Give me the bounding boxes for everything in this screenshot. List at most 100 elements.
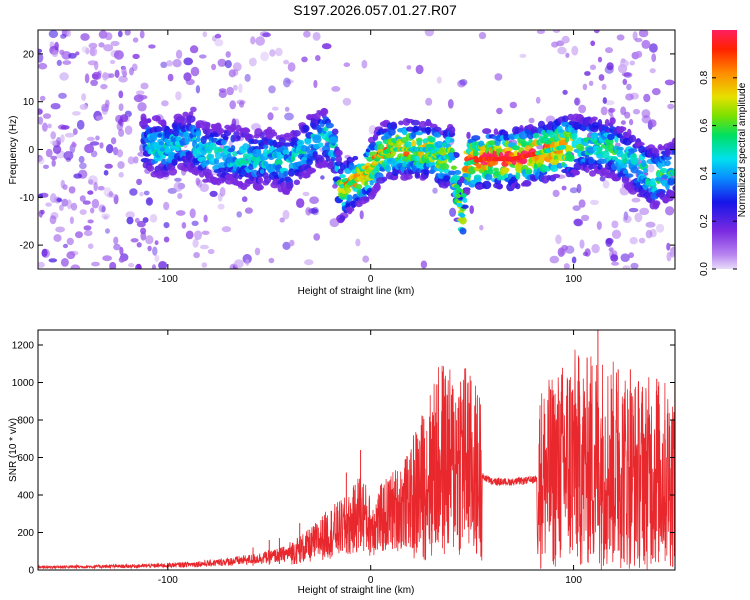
heatmap-cell xyxy=(520,158,526,164)
heatmap-cell xyxy=(665,206,675,216)
heatmap-cell xyxy=(126,216,134,225)
heatmap-cell xyxy=(643,93,651,103)
heatmap-cell xyxy=(301,56,308,63)
heatmap-cell xyxy=(170,145,176,150)
heatmap-cell xyxy=(147,165,155,172)
heatmap-cell xyxy=(623,211,629,221)
heatmap-cell xyxy=(175,91,182,101)
heatmap-cell xyxy=(628,252,634,259)
heatmap-cell xyxy=(160,61,168,68)
heatmap-cell xyxy=(66,237,74,246)
heatmap-cell xyxy=(296,198,305,209)
heatmap-cell xyxy=(649,43,658,53)
heatmap-cell xyxy=(85,47,90,55)
heatmap-cell xyxy=(648,119,657,128)
heatmap-cell xyxy=(630,166,639,174)
heatmap-cell xyxy=(361,59,368,69)
heatmap-cell xyxy=(387,128,396,136)
heatmap-cell xyxy=(608,107,616,113)
heatmap-cell xyxy=(335,149,343,157)
heatmap-cell xyxy=(201,230,210,235)
heatmap-cell xyxy=(250,139,260,145)
heatmap-cell xyxy=(38,62,48,70)
heatmap-cell xyxy=(440,162,450,171)
heatmap-cell xyxy=(51,159,56,167)
snr-y-ticks: 0 200 400 600 800 1000 1200 xyxy=(12,341,675,577)
heatmap-cell xyxy=(530,126,538,134)
heatmap-cell xyxy=(597,158,607,165)
heatmap-cell xyxy=(268,140,274,147)
heatmap-cell xyxy=(330,156,337,162)
heatmap-cell xyxy=(611,261,620,266)
heatmap-cell xyxy=(38,116,44,125)
heatmap-cell xyxy=(366,156,374,162)
heatmap-cell xyxy=(49,215,57,225)
snr-xlabel: Height of straight line (km) xyxy=(298,585,415,596)
heatmap-cell xyxy=(104,163,113,169)
heatmap-cell xyxy=(588,80,594,87)
heatmap-cell xyxy=(118,172,124,178)
heatmap-cell xyxy=(518,127,524,133)
heatmap-cell xyxy=(249,57,257,67)
heatmap-cell xyxy=(305,207,312,216)
heatmap-cell xyxy=(232,151,238,157)
heatmap-cell xyxy=(269,49,276,57)
heatmap-cell xyxy=(599,176,606,182)
heatmap-cell xyxy=(292,130,301,137)
heatmap-cell xyxy=(188,111,194,116)
heatmap-cell xyxy=(278,137,286,145)
heatmap-cell xyxy=(153,126,163,133)
heatmap-cell xyxy=(284,106,290,112)
heatmap-cell xyxy=(424,126,432,134)
x-tick-label: 0 xyxy=(368,575,374,586)
heatmap-cell xyxy=(114,69,120,79)
heatmap-cell xyxy=(199,183,209,193)
heatmap-cell xyxy=(581,214,590,222)
heatmap-cell xyxy=(189,208,196,219)
heatmap-cell xyxy=(155,116,161,122)
heatmap-cell xyxy=(283,59,290,65)
heatmap-cell xyxy=(401,128,408,136)
heatmap-cell xyxy=(130,238,139,243)
y-tick-label: 400 xyxy=(17,491,34,502)
heatmap-cell xyxy=(118,75,128,83)
heatmap-cell xyxy=(203,214,208,223)
heatmap-cell xyxy=(482,128,492,135)
heatmap-cell xyxy=(51,50,59,58)
heatmap-cell xyxy=(479,224,484,231)
heatmap-cell xyxy=(67,30,72,37)
y-tick-label: 10 xyxy=(23,97,35,108)
heatmap-cell xyxy=(139,30,145,39)
heatmap-cell xyxy=(428,161,436,167)
heatmap-cell xyxy=(75,51,80,56)
heatmap-cell xyxy=(262,32,271,38)
heatmap-cell xyxy=(449,156,456,161)
heatmap-cell xyxy=(628,148,638,153)
heatmap-cell xyxy=(93,181,98,192)
heatmap-cell xyxy=(91,261,100,267)
heatmap-cell xyxy=(215,151,222,160)
heatmap-cell xyxy=(136,178,143,186)
heatmap-cell xyxy=(195,120,205,129)
heatmap-cell xyxy=(175,210,186,216)
heatmap-cell xyxy=(168,128,174,134)
heatmap-cell xyxy=(459,79,468,86)
heatmap-cell xyxy=(211,63,217,71)
heatmap-cell xyxy=(174,177,182,182)
heatmap-cell xyxy=(610,254,619,262)
y-tick-label: 200 xyxy=(17,528,34,539)
heatmap-cell xyxy=(651,88,661,96)
heatmap-cell xyxy=(39,95,46,101)
heatmap-cell xyxy=(113,50,124,60)
heatmap-cell xyxy=(118,256,125,263)
heatmap-cell xyxy=(73,173,83,179)
heatmap-cell xyxy=(616,146,624,151)
heatmap-cell xyxy=(625,93,634,101)
heatmap-cell xyxy=(449,138,455,143)
heatmap-cell xyxy=(524,181,530,186)
heatmap-cell xyxy=(180,116,188,126)
heatmap-cell xyxy=(320,108,329,116)
y-tick-label: 20 xyxy=(23,49,35,60)
heatmap-cell xyxy=(455,193,462,198)
